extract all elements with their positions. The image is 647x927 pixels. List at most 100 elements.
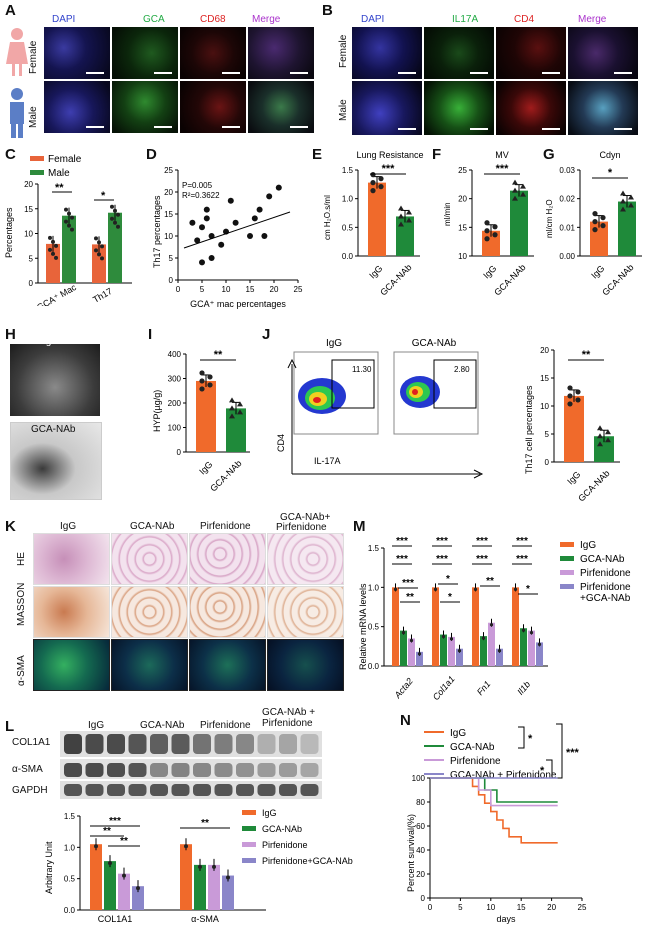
m-legend-swatch-igg [560,542,574,547]
blot-band-2-9 [257,784,276,796]
g-pt-0-2 [592,219,598,225]
g-sig: * [608,167,613,179]
m-ytick-label-3: 1.5 [368,544,380,553]
m-pt-3-0 [513,587,518,591]
l-ylabel: Arbitrary Unit [44,841,54,894]
blot-band-2-0 [64,784,82,796]
c-pt-0-1-2 [70,215,74,220]
d-point-1 [194,237,201,244]
mic-b-f-cd4 [496,27,566,79]
l-yticks: 0.0 0.5 1.0 1.5 [64,812,80,915]
i-ytick-label-0: 0 [177,448,182,457]
m-legend: IgG GCA-NAb Pirfenidone Pirfenidone +GCA… [560,540,631,604]
k-header-pirf: Pirfenidone [200,521,251,532]
panel-label-a: A [5,2,16,19]
d-stat-r2: R²=0.3622 [182,191,220,200]
l-pt-0-1 [108,861,112,866]
m-sig-13: * [526,584,530,595]
f-pt-0-2 [484,228,490,234]
m-gene-label-0: Acta2 [392,676,415,701]
f-title: MV [495,150,509,160]
blot-band-1-10 [279,763,297,777]
blot-band-1-0 [64,763,82,777]
f-pt-0-0 [484,220,490,226]
j-x-gca: GCA-NAb [576,468,611,503]
panel-label-h: H [5,326,16,343]
g-pt-1-4 [620,206,626,212]
panel-label-i: I [148,326,153,343]
m-ytick-label-1: 0.5 [368,623,380,632]
blot-band-1-8 [236,763,254,777]
blot-band-0-10 [279,734,297,754]
d-point-5 [203,215,210,222]
d-point-2 [199,224,205,231]
sex-figures-a [6,28,28,138]
n-bracket-1 [518,726,525,749]
g-title: Cdyn [599,150,620,160]
k-masson-igg [33,586,110,638]
j-pt-1-1 [605,429,611,435]
g-x-gca: GCA-NAb [600,262,635,297]
j-pt-0-3 [575,397,581,403]
m-sig-0: *** [396,536,408,547]
c-pt-1-0-4 [97,252,101,257]
panel-label-j: J [262,326,271,343]
header-cd4: CD4 [514,14,535,25]
c-bar-1-1 [108,212,122,283]
m-bar-1-2 [448,636,455,666]
g-pt-1-2 [620,198,626,204]
m-legend-swatch-pirf [560,570,574,575]
f-sig: *** [496,163,510,175]
i-pt-1-1 [237,401,243,407]
e-pt-0-0 [370,172,376,178]
j-xlabel-il17a: IL-17A [314,456,341,466]
d-stat-p: P=0.005 [182,181,213,190]
i-pt-0-3 [207,382,213,388]
panel-label-b: B [322,2,333,19]
d-point-7 [208,233,215,239]
g-ytick-label-0: 0.00 [559,252,575,261]
l-header-gca: GCA-NAb [140,720,185,731]
chart-j-bars: Th17 cell percentages 0 5 10 15 20 ** IgG GC… [524,346,620,504]
f-pt-1-2 [512,187,518,193]
m-yticks: 0.0 0.5 1.0 1.5 [368,544,384,671]
c-pt-1-1-3 [110,216,114,221]
c-pt-0-1-5 [70,227,74,232]
g-x-igg: IgG [589,263,606,280]
blot-band-0-11 [300,734,319,754]
m-sig-5: *** [436,554,448,565]
m-gene-label-3: Il1b [515,679,532,697]
c-pt-0-1-3 [64,219,68,224]
header-gca: GCA [143,14,165,25]
i-ytick-label-1: 100 [168,424,182,433]
k-he-gca [111,533,188,585]
n-xlabel: days [496,914,516,924]
l-legend-combo: Pirfenidone+GCA-NAb [262,856,353,866]
e-ytick-label-1: 0.5 [342,223,354,232]
f-yticks: 10 15 20 25 [458,166,472,261]
chart-n: IgG GCA-NAb Pirfenidone GCA-NAb + Pirfen… [406,723,587,924]
c-pt-0-0-0 [48,235,52,240]
l-bar-0-2 [118,873,130,910]
ct-label-igg: IgG [43,336,60,347]
f-x-gca: GCA-NAb [492,262,527,297]
l-legend-swatch-combo [242,858,256,863]
e-pt-0-3 [378,184,384,190]
i-sig: ** [214,349,223,361]
header-dapi: DAPI [52,14,76,25]
m-gene-labels: Acta2 Col1a1 Fn1 Il1b [392,674,532,702]
i-x-igg: IgG [197,459,214,476]
j-density-igg-core [313,397,321,403]
c-bar-0-1 [62,215,76,283]
m-sig-11: *** [516,536,528,547]
row-male-a: Male [28,106,39,128]
f-pt-0-4 [484,236,490,242]
f-ytick-label-2: 20 [458,195,467,204]
mic-a-m-merge [248,81,314,133]
g-pt-0-3 [600,223,606,229]
k-masson-combo [267,586,344,638]
c-pt-1-1-2 [116,212,120,217]
j-il17a-arrowhead [473,469,484,479]
m-pt-3-3 [537,642,542,646]
l-sig-2: ** [103,826,111,837]
